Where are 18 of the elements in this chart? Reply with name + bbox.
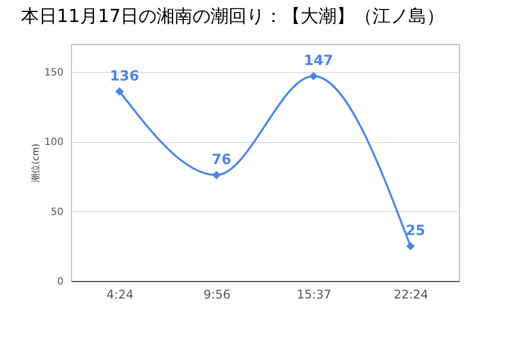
data-label: 136 [110,68,140,84]
y-tick-label: 50 [50,206,64,218]
data-label: 25 [406,223,426,240]
data-label: 147 [304,53,334,70]
point [309,72,318,80]
point [212,170,221,180]
y-tick-label: 100 [44,137,64,148]
x-tick-label: 15:37 [296,288,332,302]
y-axis-title: 潮位(cm) [30,144,42,182]
x-tick-label: 22:24 [394,288,428,302]
y-tick-label: 150 [44,67,64,78]
chart-title: 本日11月17日の湘南の潮回り：【大潮】（江ノ島） [20,6,445,27]
data-label: 76 [212,152,232,168]
point [115,87,124,96]
x-tick-label: 4:24 [106,288,134,302]
x-tick-label: 9:56 [204,288,230,302]
y-tick-label: 0 [57,276,64,288]
point [406,242,415,250]
